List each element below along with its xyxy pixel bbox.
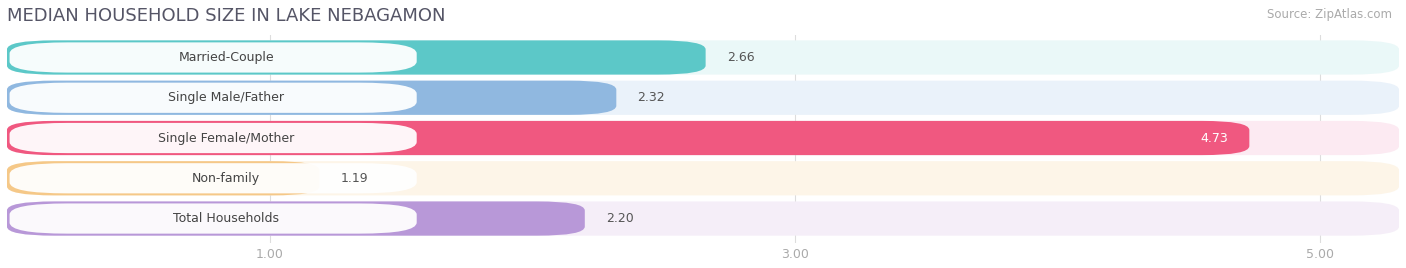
FancyBboxPatch shape — [7, 161, 1399, 195]
FancyBboxPatch shape — [7, 81, 616, 115]
Text: Non-family: Non-family — [193, 172, 260, 185]
Text: Source: ZipAtlas.com: Source: ZipAtlas.com — [1267, 8, 1392, 21]
Text: MEDIAN HOUSEHOLD SIZE IN LAKE NEBAGAMON: MEDIAN HOUSEHOLD SIZE IN LAKE NEBAGAMON — [7, 7, 446, 25]
FancyBboxPatch shape — [7, 202, 585, 236]
Text: Total Households: Total Households — [173, 212, 280, 225]
FancyBboxPatch shape — [10, 42, 416, 73]
FancyBboxPatch shape — [7, 121, 1399, 155]
FancyBboxPatch shape — [7, 121, 1250, 155]
Text: 2.20: 2.20 — [606, 212, 634, 225]
FancyBboxPatch shape — [10, 83, 416, 113]
FancyBboxPatch shape — [7, 40, 1399, 75]
Text: 4.73: 4.73 — [1201, 132, 1229, 144]
Text: 2.66: 2.66 — [727, 51, 754, 64]
FancyBboxPatch shape — [7, 202, 1399, 236]
Text: Single Female/Mother: Single Female/Mother — [157, 132, 294, 144]
FancyBboxPatch shape — [7, 40, 706, 75]
Text: 2.32: 2.32 — [637, 91, 665, 104]
FancyBboxPatch shape — [7, 161, 319, 195]
FancyBboxPatch shape — [7, 81, 1399, 115]
Text: Married-Couple: Married-Couple — [179, 51, 274, 64]
Text: 1.19: 1.19 — [340, 172, 368, 185]
FancyBboxPatch shape — [10, 163, 416, 193]
Text: Single Male/Father: Single Male/Father — [169, 91, 284, 104]
FancyBboxPatch shape — [10, 123, 416, 153]
FancyBboxPatch shape — [10, 203, 416, 234]
